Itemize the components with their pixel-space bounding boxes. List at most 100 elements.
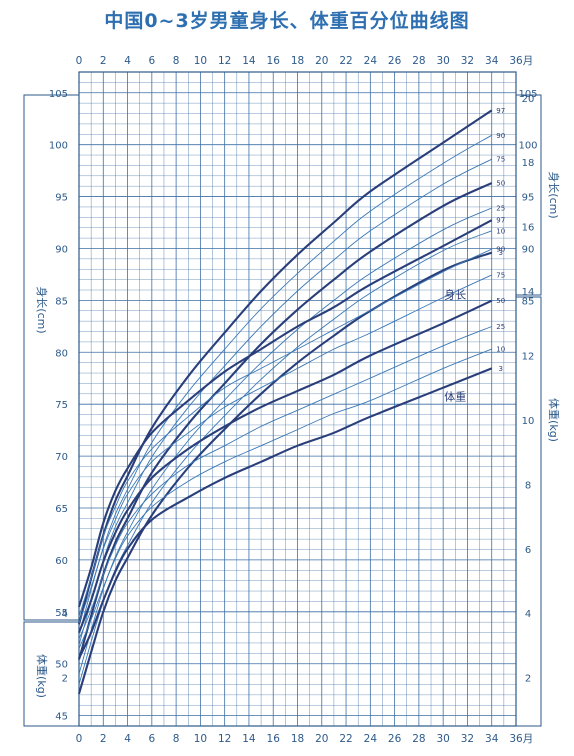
x-tick-label-bottom: 36 [509,733,523,745]
length-panel-label: 身长 [444,287,466,301]
length-percentile-label: 90 [496,132,505,140]
length-tick-label-left: 95 [55,193,68,204]
length-curve-p90 [78,134,492,635]
x-tick-label-bottom: 20 [315,733,328,745]
x-tick-label-bottom: 4 [124,733,131,745]
length-tick-label-left: 70 [55,452,68,463]
x-tick-label-top: 0 [76,55,83,67]
x-tick-label-bottom: 2 [100,733,107,745]
weight-percentile-label: 75 [496,271,505,279]
x-tick-label-bottom: 34 [485,733,499,745]
x-tick-label-top: 12 [218,55,231,67]
left-weight-axis-frame [23,621,80,727]
length-percentile-label: 50 [496,180,505,188]
left-length-axis-frame [23,94,80,621]
length-tick-label-right: 95 [522,193,535,204]
x-tick-label-bottom: 22 [339,733,352,745]
right-length-axis-frame [515,94,542,296]
x-tick-label-bottom: 28 [412,733,425,745]
x-tick-label-top: 30 [436,55,449,67]
x-tick-label-top: 8 [173,55,180,67]
weight-percentile-label: 97 [496,217,505,225]
length-curve-p97 [77,109,493,625]
weight-tick-label-right: 12 [522,352,535,363]
length-tick-label-left: 100 [49,141,68,152]
x-unit-label-top: 月 [523,55,534,67]
weight-curve-p90 [78,248,492,617]
weight-axis-title-left: 体重(kg) [35,654,49,698]
x-tick-label-top: 36 [509,55,523,67]
chart-title: 中国0~3岁男童身长、体重百分位曲线图 [104,10,470,32]
length-tick-label-right: 105 [518,89,537,100]
x-tick-label-top: 6 [148,55,155,67]
length-tick-label-left: 50 [55,660,68,671]
x-tick-label-top: 10 [194,55,207,67]
x-tick-label-bottom: 10 [194,733,207,745]
weight-tick-label-right: 4 [525,609,531,620]
weight-curve-p10 [78,348,492,649]
weight-curve-p75 [78,274,492,624]
length-tick-label-right: 85 [522,296,535,307]
x-tick-label-bottom: 8 [173,733,180,745]
x-tick-label-top: 20 [315,55,328,67]
x-tick-label-top: 34 [485,55,499,67]
weight-axis-title-right: 体重(kg) [547,398,561,442]
length-tick-label-left: 105 [49,89,68,100]
weight-percentile-label: 50 [496,297,505,305]
x-unit-label-bottom: 月 [523,733,534,745]
length-tick-label-left: 45 [55,712,68,723]
weight-tick-label-left: 2 [62,674,68,685]
length-percentile-label: 25 [496,204,505,212]
x-tick-label-top: 18 [291,55,304,67]
weight-tick-label-right: 18 [522,158,535,169]
x-tick-label-top: 2 [100,55,107,67]
x-tick-label-bottom: 0 [76,733,83,745]
length-percentile-label: 97 [496,107,505,115]
length-tick-label-left: 85 [55,296,68,307]
x-tick-label-top: 24 [364,55,378,67]
weight-curve-p97 [77,219,493,608]
weight-curve-p25 [78,326,492,640]
weight-tick-label-right: 14 [522,287,535,298]
x-tick-label-bottom: 16 [267,733,281,745]
length-tick-label-left: 90 [55,244,68,255]
x-tick-label-top: 22 [339,55,352,67]
x-tick-label-bottom: 26 [388,733,402,745]
x-tick-label-bottom: 32 [461,733,474,745]
right-weight-axis-frame [515,296,542,727]
x-tick-label-bottom: 30 [436,733,449,745]
length-tick-label-left: 80 [55,348,68,359]
weight-tick-label-right: 8 [525,480,531,491]
length-tick-label-right: 100 [518,141,537,152]
x-tick-label-bottom: 14 [242,733,256,745]
weight-curve-p50 [78,299,493,633]
length-axis-title-left: 身长(cm) [35,286,49,333]
weight-percentile-label: 10 [496,346,505,354]
weight-panel-label: 体重 [444,390,466,404]
length-tick-label-left: 60 [55,556,68,567]
weight-tick-label-right: 6 [525,545,531,556]
weight-percentile-label: 90 [496,246,505,254]
x-tick-label-top: 26 [388,55,402,67]
weight-tick-label-left: 4 [62,609,68,620]
x-tick-label-bottom: 12 [218,733,231,745]
x-tick-label-bottom: 24 [364,733,378,745]
length-percentile-label: 3 [498,249,502,257]
length-axis-title-right: 身长(cm) [547,171,561,218]
weight-tick-label-right: 2 [525,674,531,685]
x-tick-label-top: 14 [242,55,256,67]
length-percentile-label: 10 [496,227,505,235]
weight-tick-label-right: 16 [522,223,535,234]
weight-percentile-label: 25 [496,323,505,331]
length-percentile-label: 75 [496,156,505,164]
length-tick-label-left: 75 [55,400,68,411]
length-tick-label-left: 65 [55,504,68,515]
x-tick-label-top: 4 [124,55,131,67]
weight-percentile-label: 3 [498,365,502,373]
weight-curve-p3 [78,367,493,659]
weight-tick-label-right: 20 [522,94,535,105]
length-tick-label-left: 55 [55,608,68,619]
x-tick-label-top: 28 [412,55,425,67]
